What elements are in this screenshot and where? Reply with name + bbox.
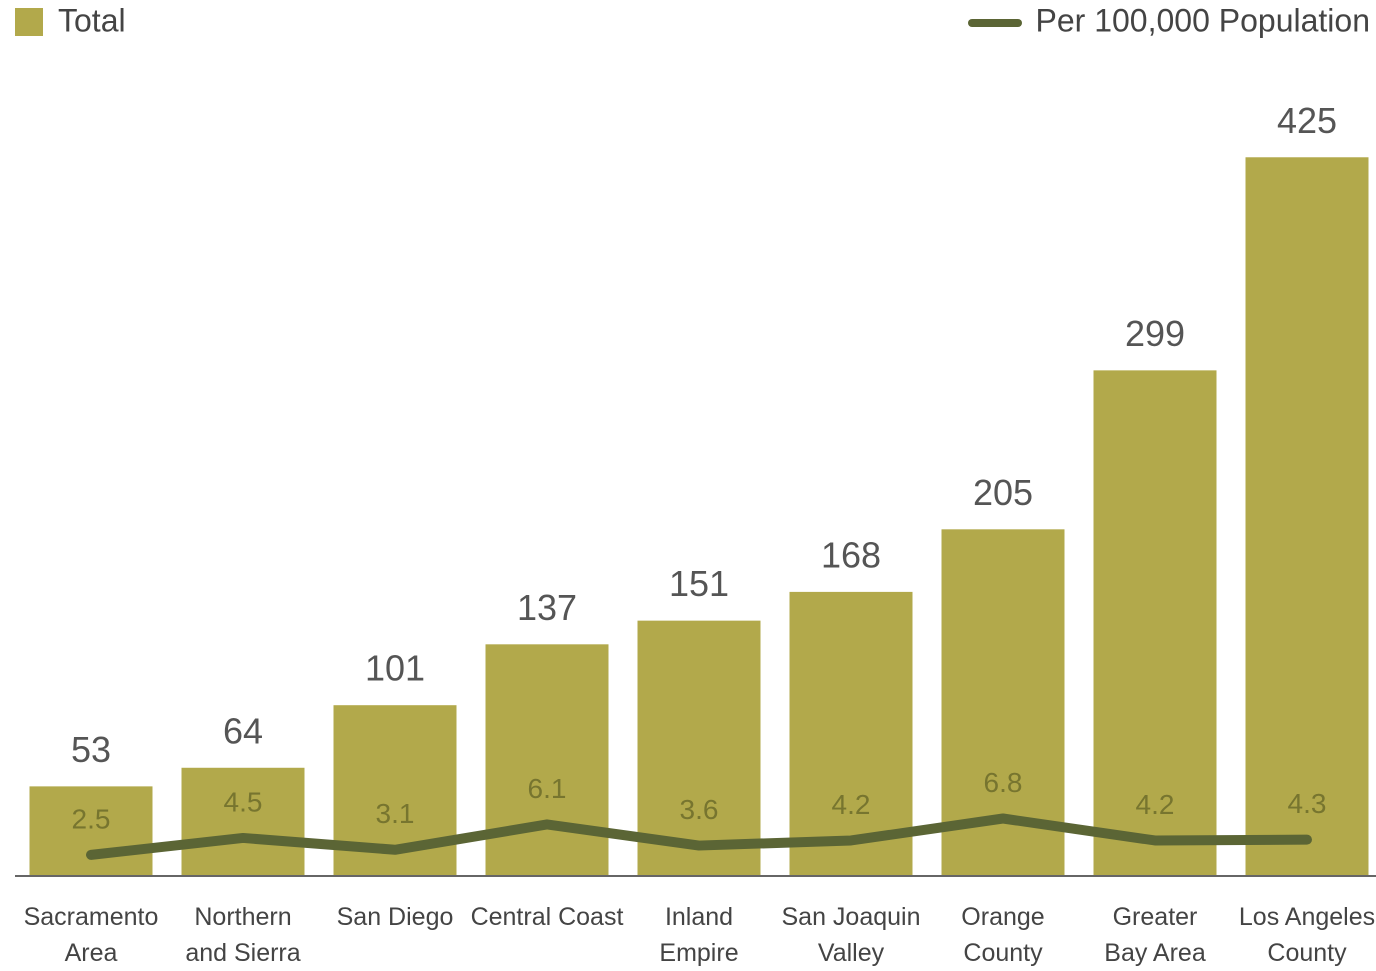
bar xyxy=(181,767,305,876)
x-tick-label: San Diego xyxy=(337,903,454,931)
line-value-label: 6.8 xyxy=(984,767,1023,798)
bar xyxy=(1245,157,1369,876)
line-value-label: 4.5 xyxy=(224,786,263,817)
bar-value-label: 101 xyxy=(365,648,425,689)
bar xyxy=(637,620,761,876)
bar-value-label: 205 xyxy=(973,472,1033,513)
bar xyxy=(485,644,609,876)
line-value-label: 4.3 xyxy=(1288,788,1327,819)
bar-value-label: 64 xyxy=(223,710,263,751)
bar-value-label: 137 xyxy=(517,587,577,628)
line-value-label: 4.2 xyxy=(1136,789,1175,820)
line-value-label: 3.6 xyxy=(680,794,719,825)
legend-swatch-bar xyxy=(15,8,43,36)
bar-value-label: 425 xyxy=(1277,100,1337,141)
x-tick-label: Los Angeles County xyxy=(1239,903,1375,967)
bar xyxy=(789,591,913,876)
x-tick-label: Central Coast xyxy=(471,903,624,931)
bar-value-label: 151 xyxy=(669,563,729,604)
x-tick-label: Orange County xyxy=(961,903,1044,967)
bar xyxy=(1093,370,1217,876)
x-tick-label: Greater Bay Area xyxy=(1104,903,1206,967)
legend-label: Per 100,000 Population xyxy=(1036,2,1370,38)
x-tick-label: Sacramento Area xyxy=(24,903,159,967)
x-tick-label: Inland Empire xyxy=(659,903,738,967)
bar-value-label: 53 xyxy=(71,729,111,770)
line-value-label: 2.5 xyxy=(72,803,111,834)
line-value-label: 4.2 xyxy=(832,789,871,820)
line-value-label: 3.1 xyxy=(376,798,415,829)
line-value-label: 6.1 xyxy=(528,773,567,804)
legend-label: Total xyxy=(58,2,126,38)
bar-value-label: 299 xyxy=(1125,313,1185,354)
bar xyxy=(29,786,153,876)
x-tick-label: Northern and Sierra xyxy=(185,903,300,967)
line xyxy=(86,813,1312,860)
x-tick-label: San Joaquin Valley xyxy=(781,903,920,967)
bar-value-label: 168 xyxy=(821,534,881,575)
